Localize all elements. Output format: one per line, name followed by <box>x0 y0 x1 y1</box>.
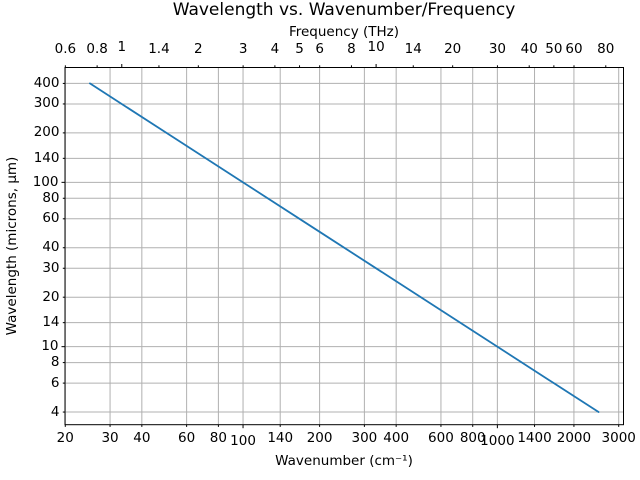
data-line <box>89 82 600 413</box>
x-axis-label: Wavenumber (cm⁻¹) <box>275 453 413 469</box>
top-axis-label: Frequency (THz) <box>288 24 400 40</box>
plot-border <box>64 67 624 426</box>
chart-title: Wavelength vs. Wavenumber/Frequency <box>172 0 516 20</box>
y-axis-label: Wavelength (microns, μm) <box>4 156 20 336</box>
